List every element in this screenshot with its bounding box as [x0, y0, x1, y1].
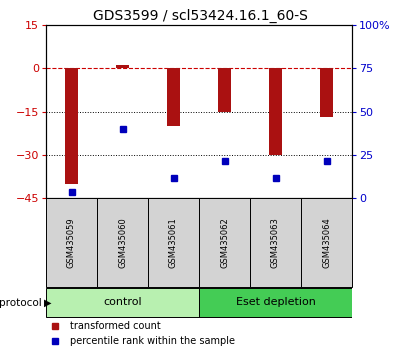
Bar — [320, 68, 333, 117]
Bar — [46, 198, 97, 287]
Text: GSM435059: GSM435059 — [67, 217, 76, 268]
Bar — [65, 68, 78, 184]
Bar — [148, 198, 199, 287]
Bar — [97, 198, 148, 287]
Text: GSM435061: GSM435061 — [169, 217, 178, 268]
Text: protocol: protocol — [0, 298, 42, 308]
Bar — [218, 68, 231, 112]
Text: GSM435060: GSM435060 — [118, 217, 127, 268]
Text: GSM435062: GSM435062 — [220, 217, 229, 268]
Text: GSM435064: GSM435064 — [322, 217, 331, 268]
Text: percentile rank within the sample: percentile rank within the sample — [70, 336, 236, 346]
Text: Eset depletion: Eset depletion — [236, 297, 316, 307]
Bar — [199, 198, 250, 287]
Text: control: control — [103, 297, 142, 307]
Text: transformed count: transformed count — [70, 321, 161, 331]
Bar — [46, 288, 199, 317]
Bar — [116, 65, 129, 68]
Text: ▶: ▶ — [44, 298, 52, 308]
Bar — [167, 68, 180, 126]
Bar — [199, 288, 352, 317]
Bar — [269, 68, 282, 155]
Text: GDS3599 / scl53424.16.1_60-S: GDS3599 / scl53424.16.1_60-S — [92, 9, 308, 23]
Bar — [301, 198, 352, 287]
Bar — [250, 198, 301, 287]
Text: GSM435063: GSM435063 — [271, 217, 280, 268]
